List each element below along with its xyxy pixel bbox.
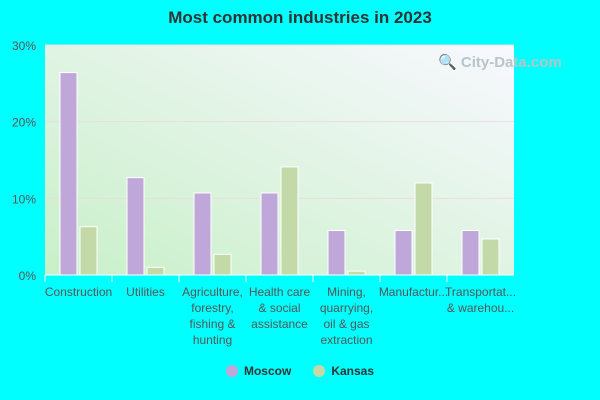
- bar-moscow[interactable]: [126, 177, 145, 276]
- bar-moscow[interactable]: [461, 230, 480, 276]
- watermark-logo: 🔍 City-Data.com: [438, 54, 562, 71]
- bar-moscow[interactable]: [193, 192, 212, 276]
- y-tick-label: 0%: [19, 269, 37, 283]
- legend-label: Kansas: [331, 364, 375, 378]
- bar-kansas[interactable]: [213, 253, 232, 276]
- x-tick-label: Manufactur...: [378, 285, 449, 299]
- bar-kansas[interactable]: [280, 166, 299, 276]
- bar-kansas[interactable]: [414, 182, 433, 276]
- bar-kansas[interactable]: [146, 266, 165, 276]
- x-tick-label: Utilities: [126, 285, 165, 299]
- bar-moscow[interactable]: [260, 192, 279, 276]
- plot-area: [45, 45, 514, 275]
- x-tick-label: Construction: [44, 285, 113, 299]
- legend-item-moscow[interactable]: Moscow: [225, 364, 292, 378]
- x-tick-label: Agriculture, forestry, fishing & hunting: [182, 285, 243, 347]
- y-tick-label: 10%: [12, 192, 36, 206]
- chart-title: Most common industries in 2023: [168, 8, 432, 27]
- legend: Moscow Kansas: [0, 364, 600, 378]
- bar-moscow[interactable]: [59, 72, 78, 276]
- legend-label: Moscow: [243, 364, 292, 378]
- bar-kansas[interactable]: [347, 270, 366, 276]
- watermark-text: City-Data.com: [460, 54, 562, 71]
- x-tick-label: Health care & social assistance: [248, 285, 311, 331]
- y-tick-label: 20%: [12, 116, 36, 130]
- legend-swatch: [225, 365, 238, 377]
- bar-kansas[interactable]: [79, 226, 98, 276]
- x-tick-label: Transportat... & warehou...: [445, 285, 516, 315]
- x-tick-label: Mining, quarrying, oil & gas extraction: [319, 285, 374, 347]
- y-tick-label: 30%: [12, 39, 36, 53]
- legend-swatch: [313, 365, 326, 377]
- bar-moscow[interactable]: [327, 230, 346, 276]
- bar-kansas[interactable]: [481, 238, 500, 276]
- legend-item-kansas[interactable]: Kansas: [313, 364, 374, 378]
- bar-moscow[interactable]: [394, 230, 413, 276]
